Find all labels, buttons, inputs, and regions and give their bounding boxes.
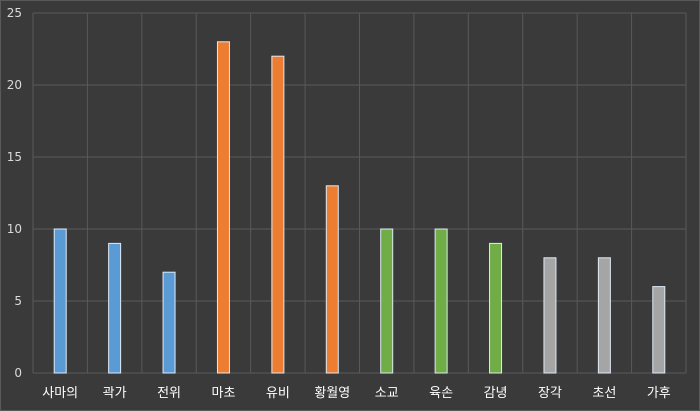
x-tick-label: 황월영 bbox=[314, 386, 350, 401]
bar-초선 bbox=[597, 257, 611, 374]
bar-유비 bbox=[271, 55, 285, 374]
bar-감녕 bbox=[489, 242, 503, 374]
x-tick-label: 장각 bbox=[538, 386, 562, 401]
x-tick-label: 전위 bbox=[157, 386, 181, 401]
x-tick-label: 육손 bbox=[429, 386, 453, 401]
x-tick-label: 초선 bbox=[592, 386, 616, 401]
y-tick-label: 15 bbox=[7, 150, 22, 164]
x-tick-label: 감녕 bbox=[484, 386, 508, 401]
bar-육손 bbox=[434, 228, 448, 374]
y-tick-label: 20 bbox=[7, 78, 22, 92]
bar-장각 bbox=[543, 257, 557, 374]
bar-사마의 bbox=[53, 228, 67, 374]
gridlines bbox=[32, 12, 687, 374]
bar-소교 bbox=[380, 228, 394, 374]
y-tick-label: 5 bbox=[14, 294, 22, 308]
bars bbox=[53, 41, 666, 374]
bar-황월영 bbox=[325, 185, 339, 374]
y-axis-ticks: 0 5 10 15 20 25 bbox=[7, 6, 22, 380]
x-tick-label: 소교 bbox=[375, 386, 399, 401]
x-tick-label: 마초 bbox=[211, 386, 235, 401]
y-tick-label: 10 bbox=[7, 222, 22, 236]
bar-가후 bbox=[652, 286, 666, 374]
x-tick-label: 가후 bbox=[647, 386, 671, 401]
x-tick-label: 사마의 bbox=[42, 386, 78, 401]
bar-전위 bbox=[162, 271, 176, 374]
x-tick-label: 유비 bbox=[266, 386, 290, 401]
bar-곽가 bbox=[108, 242, 122, 374]
y-tick-label: 0 bbox=[14, 366, 22, 380]
x-axis-labels: 사마의 곽가 전위 마초 유비 황월영 소교 육손 감녕 장각 초선 가후 bbox=[42, 386, 671, 401]
bar-마초 bbox=[216, 41, 230, 374]
y-tick-label: 25 bbox=[7, 6, 22, 20]
x-tick-label: 곽가 bbox=[103, 386, 127, 401]
